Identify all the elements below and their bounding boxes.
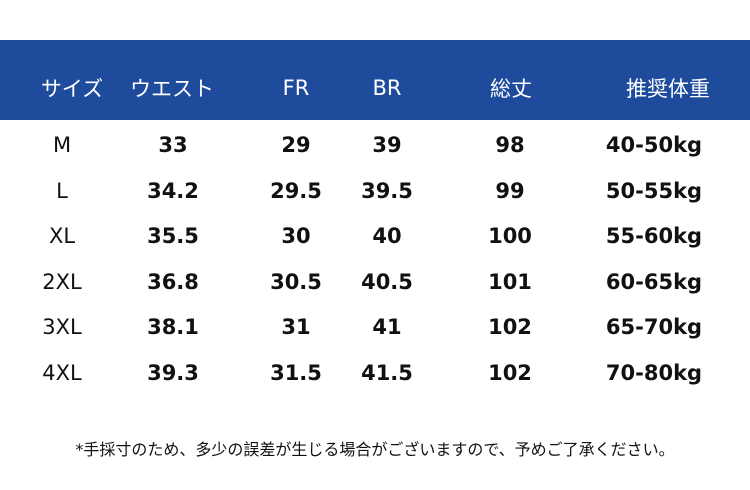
table-cell: 31.5	[270, 361, 322, 385]
table-cell: 41.5	[361, 361, 413, 385]
column-header: BR	[372, 76, 402, 100]
table-cell: 39.3	[147, 361, 199, 385]
table-cell: 102	[488, 361, 532, 385]
table-cell: 60-65kg	[605, 269, 703, 294]
table-cell: 102	[488, 315, 532, 340]
table-cell: 30.5	[270, 269, 322, 294]
column-header: サイズ	[40, 77, 104, 101]
column-header: 推奨体重	[626, 77, 710, 101]
table-cell: 29	[281, 133, 311, 157]
size-label: 2XL	[42, 269, 82, 294]
table-cell: 40	[372, 224, 402, 249]
table-cell: 33	[158, 133, 188, 157]
table-cell: 100	[488, 224, 532, 249]
table-cell: 29.5	[270, 178, 322, 203]
size-label: L	[56, 178, 68, 203]
table-cell: 41	[372, 315, 402, 340]
size-label: 4XL	[42, 361, 82, 385]
table-header: サイズ ウエスト FR BR 総丈 推奨体重	[0, 40, 750, 120]
table-cell: 70-80kg	[605, 361, 703, 385]
table-cell: 50-55kg	[605, 178, 703, 203]
table-cell: 99	[495, 178, 525, 203]
column-header: ウエスト	[130, 77, 214, 101]
table-cell: 36.8	[147, 269, 199, 294]
table-cell: 40-50kg	[605, 133, 703, 157]
size-label: 3XL	[42, 315, 82, 340]
size-label: M	[52, 133, 72, 157]
table-cell: 34.2	[147, 178, 199, 203]
table-cell: 39.5	[361, 178, 413, 203]
measurement-note: *手採寸のため、多少の誤差が生じる場合がございますので、予めご了承ください。	[75, 440, 675, 459]
table-cell: 98	[495, 133, 525, 157]
table-cell: 40.5	[361, 269, 413, 294]
column-header: FR	[282, 76, 310, 100]
table-cell: 30	[281, 224, 311, 249]
table-cell: 101	[488, 269, 532, 294]
table-cell: 31	[281, 315, 311, 340]
table-cell: 35.5	[147, 224, 199, 249]
table-cell: 39	[372, 133, 402, 157]
table-cell: 38.1	[147, 315, 199, 340]
table-cell: 55-60kg	[605, 224, 703, 249]
table-cell: 65-70kg	[605, 315, 703, 340]
column-header: 総丈	[490, 77, 532, 101]
size-label: XL	[48, 224, 76, 249]
